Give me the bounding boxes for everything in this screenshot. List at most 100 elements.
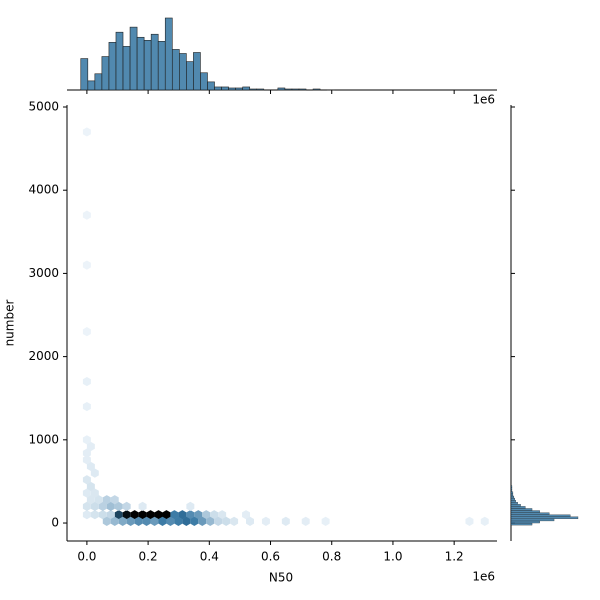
hex-cell: [98, 501, 107, 511]
marginal-x-offset-label: 1e6: [472, 93, 495, 107]
hex-cell: [182, 516, 191, 526]
y-tick-label: 5000: [28, 99, 59, 113]
marginal-y-bar: [510, 516, 579, 520]
marginal-x-bar: [171, 49, 180, 91]
x-tick-label: 0.6: [261, 550, 280, 564]
hex-cell: [261, 516, 270, 526]
hex-cell: [230, 516, 239, 526]
hex-cell: [82, 475, 91, 485]
hex-cell: [301, 516, 310, 526]
marginal-x-bar: [277, 87, 286, 91]
hex-cell: [82, 210, 91, 220]
hex-cell: [142, 516, 151, 526]
hex-cell: [82, 127, 91, 137]
marginal-x-bar: [207, 81, 215, 91]
marginal-y-bar: [510, 502, 518, 505]
hex-cell: [130, 510, 139, 520]
hex-cell: [186, 501, 195, 511]
hex-cell: [118, 516, 127, 526]
marginal-y-bar: [510, 506, 526, 509]
hex-cell: [194, 510, 203, 520]
marginal-x-bar: [94, 73, 103, 91]
hex-cell: [90, 488, 99, 498]
hex-cell: [106, 510, 115, 520]
hex-cell: [82, 401, 91, 412]
hex-cell: [82, 448, 91, 458]
hex-cell: [134, 516, 143, 526]
hex-cell: [110, 495, 119, 505]
hex-cell: [82, 488, 91, 498]
hex-cell: [174, 516, 183, 526]
hex-cell: [186, 510, 195, 520]
hex-cell: [321, 516, 330, 526]
marginal-y-bar: [510, 499, 516, 503]
marginal-x-bar: [242, 86, 251, 91]
marginal-y-bar: [510, 495, 515, 499]
hex-cell: [480, 516, 489, 526]
hex-cell: [218, 510, 227, 520]
marginal-x-bar: [312, 88, 321, 91]
hex-cell: [82, 376, 91, 387]
marginal-y-bar: [510, 522, 533, 526]
marginal-y-bar: [510, 487, 513, 490]
hex-cell: [150, 516, 159, 526]
hex-cell: [86, 441, 95, 452]
marginal-x-bar: [122, 46, 131, 91]
hex-cell: [190, 516, 199, 526]
marginal-x-bar: [101, 56, 110, 91]
hex-cell: [82, 510, 91, 520]
hex-cell: [202, 510, 211, 520]
x-tick-label: 0.4: [200, 550, 219, 564]
hex-cell: [465, 516, 474, 526]
x-tick-label: 0.2: [139, 550, 158, 564]
marginal-y-bar: [510, 510, 540, 513]
marginal-y-bar: [510, 489, 513, 492]
hex-cell: [154, 510, 163, 520]
hex-cell: [222, 516, 231, 526]
marginal-x-bar: [87, 80, 96, 91]
hex-cell: [94, 495, 103, 505]
marginal-x-bar: [186, 61, 194, 91]
hex-cell: [210, 510, 219, 520]
marginal-y-bar: [510, 497, 515, 501]
hex-cell: [122, 510, 131, 520]
hex-cell: [102, 495, 111, 505]
marginal-y-bar: [510, 504, 521, 507]
hex-cell: [170, 510, 179, 520]
hex-cell: [82, 260, 91, 270]
marginal-x-bar: [150, 33, 159, 91]
marginal-x-bar: [157, 41, 166, 91]
marginal-y-bar: [510, 520, 540, 524]
y-tick-label: 1000: [28, 432, 59, 446]
y-tick-label: 0: [51, 516, 59, 530]
marginal-x-bar: [115, 31, 124, 91]
hex-cell: [86, 461, 95, 472]
hex-cell: [90, 510, 99, 520]
hex-cell: [106, 501, 115, 511]
hex-cell: [82, 327, 91, 337]
hex-cell: [90, 501, 99, 511]
marginal-x-bar: [214, 86, 222, 91]
hex-cell: [138, 510, 147, 520]
x-tick-label: 0.8: [322, 550, 341, 564]
marginal-x-bar: [228, 87, 236, 91]
hex-cell: [206, 516, 215, 526]
marginal-y-bar: [510, 493, 514, 497]
hex-cell: [178, 510, 187, 520]
marginal-x-bar: [143, 40, 152, 91]
hex-cell: [158, 516, 167, 526]
marginal-y-bar: [510, 508, 533, 511]
hex-cell: [110, 516, 119, 526]
marginal-y-bar: [510, 518, 555, 522]
marginal-x-bar: [179, 53, 187, 91]
marginal-x-bar: [298, 88, 307, 91]
hex-cell: [138, 501, 147, 511]
marginal-x-bar: [291, 88, 300, 91]
marginal-x-bar: [221, 86, 229, 91]
marginal-x-bar: [284, 88, 293, 91]
hex-cell: [82, 455, 91, 465]
hex-cell: [166, 516, 175, 526]
hex-cell: [214, 516, 223, 526]
hex-cell: [198, 516, 207, 526]
hex-cell: [122, 501, 131, 511]
